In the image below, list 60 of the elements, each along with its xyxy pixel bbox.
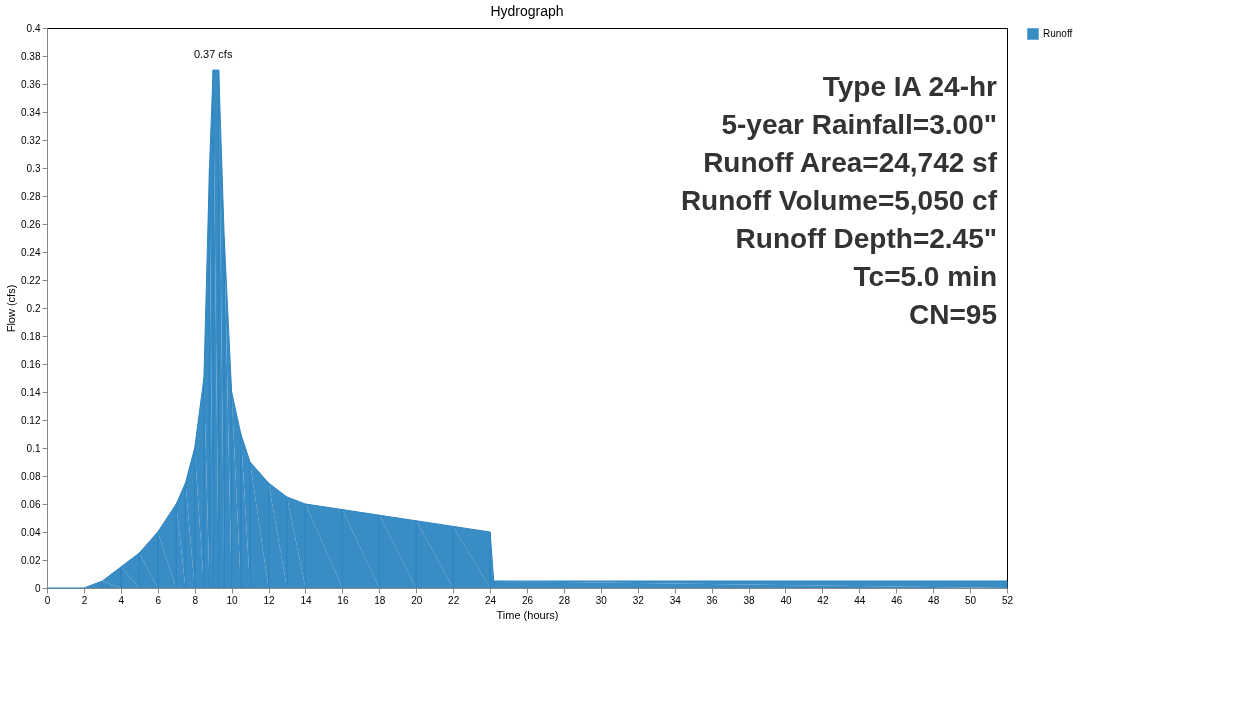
x-tick-label: 26 bbox=[521, 594, 534, 606]
y-tick-label: 0.34 bbox=[21, 106, 41, 118]
y-tick-label: 0.32 bbox=[21, 134, 41, 146]
x-tick-label: 46 bbox=[891, 594, 903, 606]
y-tick-label: 0.22 bbox=[21, 274, 41, 286]
y-tick-label: 0.14 bbox=[21, 386, 41, 398]
y-tick-label: 0.24 bbox=[21, 246, 41, 258]
x-tick-label: 4 bbox=[118, 594, 125, 606]
y-tick-label: 0.04 bbox=[21, 526, 41, 538]
x-tick-label: 6 bbox=[155, 594, 162, 606]
x-tick-label: 12 bbox=[263, 594, 276, 606]
x-tick-label: 22 bbox=[448, 594, 460, 606]
y-tick-label: 0.2 bbox=[26, 302, 41, 314]
y-tick-label: 0.4 bbox=[26, 22, 41, 34]
x-tick-label: 28 bbox=[558, 594, 571, 606]
annotation: 0.37 cfs bbox=[193, 48, 233, 60]
y-tick-label: 0.26 bbox=[21, 218, 41, 230]
annotation: Type IA 24-hr bbox=[822, 71, 998, 102]
x-axis-title: Time (hours) bbox=[496, 608, 559, 621]
x-tick-label: 14 bbox=[300, 594, 312, 606]
x-tick-label: 34 bbox=[669, 594, 682, 606]
x-tick-label: 10 bbox=[226, 594, 239, 606]
x-tick-label: 30 bbox=[595, 594, 608, 606]
x-tick-label: 18 bbox=[374, 594, 386, 606]
y-tick-label: 0.18 bbox=[21, 330, 41, 342]
legend-label: Runoff bbox=[1043, 28, 1073, 39]
x-tick-label: 36 bbox=[706, 594, 719, 606]
x-tick-label: 40 bbox=[780, 594, 792, 606]
y-tick-label: 0.36 bbox=[21, 78, 41, 90]
annotation: 5-year Rainfall=3.00" bbox=[721, 109, 997, 140]
x-tick-label: 16 bbox=[337, 594, 349, 606]
annotation: Tc=5.0 min bbox=[853, 261, 997, 292]
y-tick-label: 0.1 bbox=[26, 442, 41, 454]
y-tick-label: 0.28 bbox=[21, 190, 41, 202]
x-tick-label: 20 bbox=[411, 594, 423, 606]
x-tick-label: 0 bbox=[44, 594, 51, 606]
y-tick-label: 0.3 bbox=[26, 162, 41, 174]
x-tick-label: 32 bbox=[632, 594, 645, 606]
annotation: Runoff Depth=2.45" bbox=[735, 223, 997, 254]
annotation: Runoff Area=24,742 sf bbox=[703, 147, 998, 178]
y-tick-label: 0.08 bbox=[21, 470, 41, 482]
y-tick-label: 0.06 bbox=[21, 498, 41, 510]
y-tick-label: 0.16 bbox=[21, 358, 41, 370]
x-tick-label: 50 bbox=[965, 594, 977, 606]
x-tick-label: 48 bbox=[928, 594, 940, 606]
y-tick-label: 0 bbox=[34, 582, 41, 594]
chart-title: Hydrograph bbox=[490, 3, 564, 19]
y-tick-label: 0.02 bbox=[21, 554, 41, 566]
x-tick-label: 38 bbox=[743, 594, 756, 606]
x-tick-label: 2 bbox=[81, 594, 88, 606]
x-tick-label: 44 bbox=[854, 594, 866, 606]
y-axis-title: Flow (cfs) bbox=[5, 284, 18, 333]
x-tick-label: 42 bbox=[817, 594, 829, 606]
x-tick-label: 8 bbox=[192, 594, 199, 606]
y-tick-label: 0.12 bbox=[21, 414, 41, 426]
annotation: CN=95 bbox=[909, 299, 997, 330]
y-tick-label: 0.38 bbox=[21, 50, 41, 62]
x-tick-label: 52 bbox=[1001, 594, 1014, 606]
x-tick-label: 24 bbox=[485, 594, 497, 606]
annotation: Runoff Volume=5,050 cf bbox=[680, 185, 998, 216]
